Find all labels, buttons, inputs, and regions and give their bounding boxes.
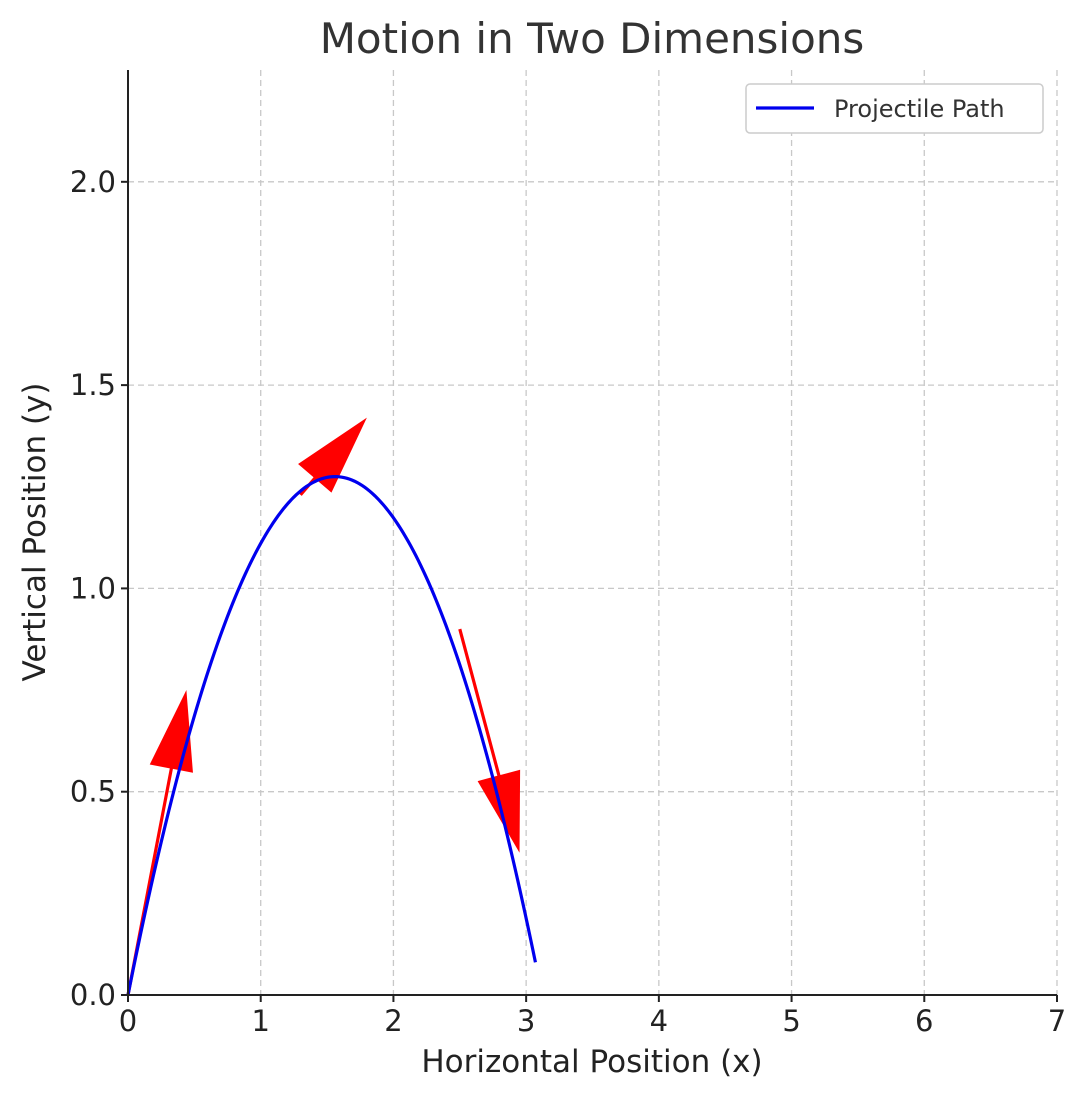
y-tick-label: 2.0 [70,165,116,199]
x-tick-label: 0 [119,1004,137,1038]
y-axis-label: Vertical Position (y) [17,383,53,682]
y-tick-label: 1.0 [70,571,116,605]
velocity-arrow [458,628,521,853]
y-tick-label: 0.5 [70,775,116,809]
x-tick-label: 1 [251,1004,269,1038]
velocity-arrows [126,417,521,996]
x-tick-label: 4 [650,1004,668,1038]
y-tick-label: 0.0 [70,978,116,1012]
legend-box [745,83,1044,134]
chart-title: Motion in Two Dimensions [320,14,865,63]
y-tick-label: 1.5 [70,368,116,402]
x-tick-label: 3 [517,1004,535,1038]
axis-ticks: 0 1 2 3 4 5 6 7 0.0 0.5 1.0 1.5 2.0 [70,165,1066,1038]
x-axis-label: Horizontal Position (x) [421,1044,762,1080]
x-tick-label: 7 [1048,1004,1066,1038]
x-tick-label: 2 [384,1004,402,1038]
projectile-path-line [126,474,537,996]
x-tick-label: 6 [915,1004,933,1038]
legend: Projectile Path [745,83,1044,134]
grid-lines [128,70,1058,995]
legend-label: Projectile Path [834,95,1005,123]
x-tick-label: 5 [782,1004,800,1038]
velocity-arrow [298,417,367,496]
